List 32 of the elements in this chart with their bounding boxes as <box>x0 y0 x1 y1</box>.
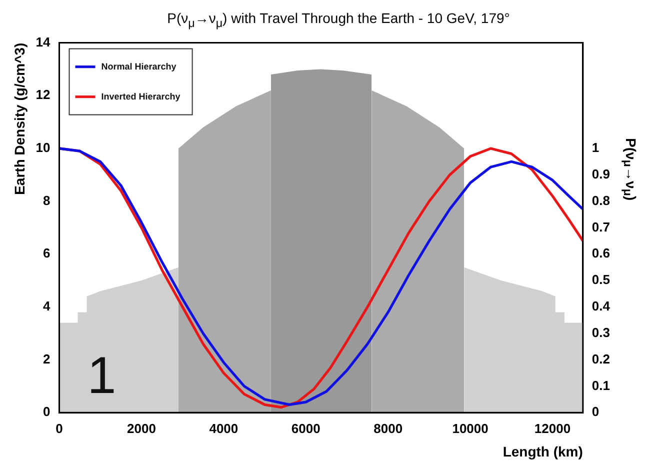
y-tick-label: 2 <box>43 351 50 366</box>
legend-label: Normal Hierarchy <box>101 61 176 72</box>
x-axis-title: Length (km) <box>502 443 583 460</box>
x-tick-label: 12000 <box>534 420 571 436</box>
y2-tick-label: 0 <box>592 404 600 420</box>
y2-tick-label: 0.3 <box>592 324 610 340</box>
y-axis-title: Earth Density (g/cm^3) <box>11 42 28 195</box>
x-tick-label: 0 <box>56 420 63 436</box>
y2-tick-label: 0.8 <box>592 192 610 208</box>
y-tick-label: 8 <box>43 192 50 208</box>
y2-tick-label: 0.5 <box>592 272 610 288</box>
x-tick-label: 6000 <box>291 420 320 436</box>
x-tick-label: 10000 <box>452 420 488 436</box>
y-tick-label: 4 <box>43 298 52 314</box>
y-tick-label: 10 <box>36 140 50 156</box>
y2-tick-label: 0.2 <box>592 351 610 366</box>
y-tick-label: 14 <box>36 34 52 50</box>
y2-tick-label: 0.9 <box>592 166 610 182</box>
legend-label: Inverted Hierarchy <box>101 91 180 102</box>
annotation: 1 <box>87 346 116 405</box>
y2-tick-label: 1 <box>592 140 600 156</box>
y2-tick-label: 0.6 <box>592 246 610 261</box>
y-tick-label: 6 <box>43 246 50 261</box>
y-tick-label: 12 <box>36 87 50 102</box>
x-tick-label: 2000 <box>127 420 156 436</box>
y-tick-label: 0 <box>43 404 50 420</box>
x-tick-label: 4000 <box>209 420 238 436</box>
y2-tick-label: 0.1 <box>592 378 610 393</box>
chart-title: P(ν$_{μ}$→ν$_{μ}$) with Travel Through the Earth - 10 GeV, 179° <box>166 9 511 32</box>
y2-tick-label: 0.7 <box>592 219 610 234</box>
y2-tick-label: 0.4 <box>592 298 611 314</box>
x-tick-label: 8000 <box>374 420 403 436</box>
